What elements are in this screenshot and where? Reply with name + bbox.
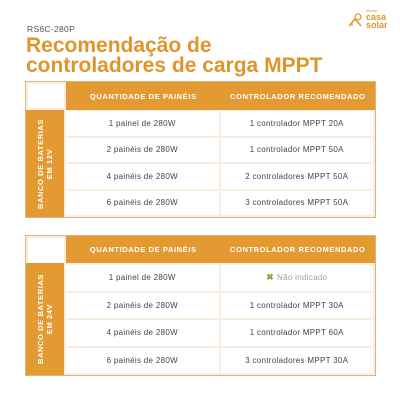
side-label-line-2: EM 24V [45, 303, 55, 335]
sun-house-icon [348, 13, 362, 27]
table-body: 1 painel de 280W ✖ Não indicado 2 painéi… [66, 265, 373, 373]
title-line-2: controladores de carga MPPT [26, 54, 323, 77]
table-row: 1 painel de 280W ✖ Não indicado [66, 265, 373, 291]
table-row: 4 painéis de 280W 2 controladores MPPT 5… [66, 164, 373, 189]
table-row: 1 painel de 280W 1 controlador MPPT 20A [66, 111, 373, 136]
side-label-line-1: BANCO DE BATERIAS [36, 273, 46, 365]
header-panel-count: QUANTIDADE DE PAINÉIS [89, 245, 197, 254]
panels-cell: 4 painéis de 280W [66, 320, 219, 346]
panels-cell: 1 painel de 280W [66, 111, 219, 136]
table-row: 6 painéis de 280W 3 controladores MPPT 3… [66, 347, 373, 373]
controller-cell: 3 controladores MPPT 30A [220, 347, 373, 373]
x-mark-icon: ✖ [266, 272, 275, 283]
not-indicated-text: Não indicado [277, 273, 328, 283]
controller-cell: 1 controlador MPPT 50A [220, 137, 373, 162]
table-row: 2 painéis de 280W 1 controlador MPPT 50A [66, 137, 373, 162]
controller-cell: 1 controlador MPPT 30A [220, 292, 373, 318]
controller-cell: 3 controladores MPPT 50A [220, 190, 373, 215]
side-label-line-1: BANCO DE BATERIAS [36, 118, 46, 209]
table-row: 6 painéis de 280W 3 controladores MPPT 5… [66, 190, 373, 215]
table-12v: QUANTIDADE DE PAINÉIS CONTROLADOR RECOME… [25, 81, 376, 218]
header-panel-count: QUANTIDADE DE PAINÉIS [89, 91, 197, 101]
side-label-24v: BANCO DE BATERIAS EM 24V [26, 263, 64, 375]
logo-wordmark: minha casa solar [366, 8, 388, 30]
panels-cell: 4 painéis de 280W [66, 164, 219, 189]
table-corner [28, 84, 64, 108]
controller-cell: 2 controladores MPPT 50A [220, 164, 373, 189]
side-label-12v: BANCO DE BATERIAS EM 12V [26, 110, 64, 217]
brand-logo: minha casa solar [348, 9, 396, 33]
model-code: RS6C-280P [27, 24, 76, 34]
table-row: 2 painéis de 280W 1 controlador MPPT 30A [66, 292, 373, 318]
table-corner [28, 238, 64, 263]
table-header: QUANTIDADE DE PAINÉIS CONTROLADOR RECOME… [66, 236, 375, 263]
table-header: QUANTIDADE DE PAINÉIS CONTROLADOR RECOME… [66, 82, 375, 110]
table-24v: QUANTIDADE DE PAINÉIS CONTROLADOR RECOME… [25, 235, 376, 376]
panels-cell: 6 painéis de 280W [66, 190, 219, 215]
side-label-line-2: EM 12V [45, 148, 55, 179]
title-line-1: Recomendação de [26, 34, 212, 57]
panels-cell: 6 painéis de 280W [66, 347, 219, 373]
controller-cell: 1 controlador MPPT 60A [220, 320, 373, 346]
header-controller: CONTROLADOR RECOMENDADO [230, 91, 366, 101]
header-controller: CONTROLADOR RECOMENDADO [230, 245, 366, 254]
controller-cell: 1 controlador MPPT 20A [220, 111, 373, 136]
panels-cell: 2 painéis de 280W [66, 292, 219, 318]
table-row: 4 painéis de 280W 1 controlador MPPT 60A [66, 320, 373, 346]
panels-cell: 1 painel de 280W [66, 265, 219, 291]
panels-cell: 2 painéis de 280W [66, 137, 219, 162]
table-body: 1 painel de 280W 1 controlador MPPT 20A … [66, 111, 373, 215]
controller-cell-not-indicated: ✖ Não indicado [220, 265, 373, 291]
page-title: Recomendação de controladores de carga M… [26, 34, 323, 77]
